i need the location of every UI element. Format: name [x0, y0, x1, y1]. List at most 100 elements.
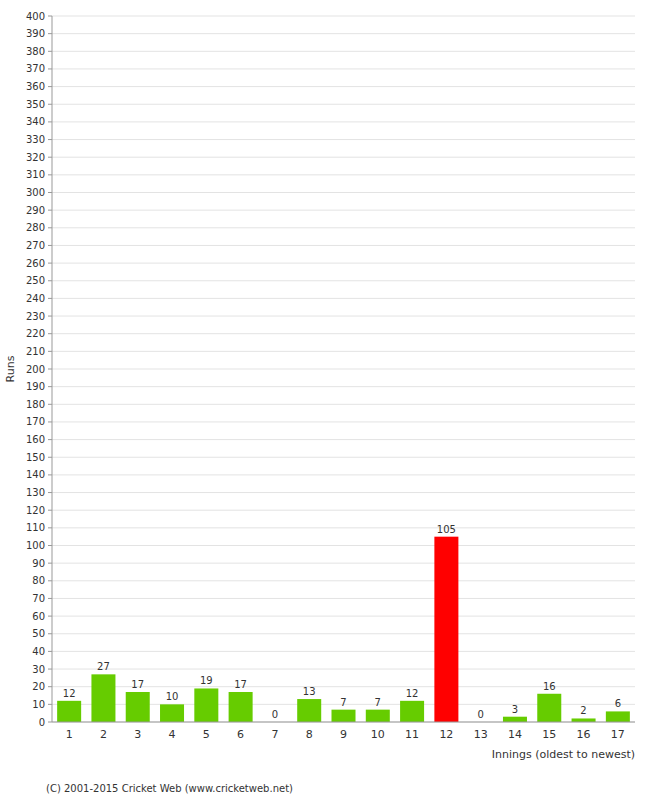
y-tick [48, 722, 52, 723]
x-tick-label: 12 [439, 728, 453, 741]
footer: (C) 2001-2015 Cricket Web (www.cricketwe… [46, 783, 293, 794]
grid-line [52, 298, 635, 299]
grid-line [52, 68, 635, 69]
x-axis-title: Innings (oldest to newest) [492, 748, 635, 761]
x-tick-label: 13 [474, 728, 488, 741]
y-tick-label: 270 [26, 240, 45, 251]
x-tick-label: 15 [542, 728, 556, 741]
grid-line [52, 563, 635, 564]
y-tick [48, 492, 52, 493]
x-tick-label: 3 [134, 728, 141, 741]
bar [57, 701, 81, 722]
y-tick [48, 263, 52, 264]
grid-line [52, 492, 635, 493]
y-tick-label: 340 [26, 116, 45, 127]
y-tick [48, 333, 52, 334]
y-tick-label: 370 [26, 63, 45, 74]
y-tick-label: 230 [26, 311, 45, 322]
bar [126, 692, 150, 722]
y-tick [48, 527, 52, 528]
y-tick [48, 457, 52, 458]
y-tick-label: 190 [26, 381, 45, 392]
grid-line [52, 104, 635, 105]
grid-line [52, 245, 635, 246]
x-tick-label: 17 [611, 728, 625, 741]
y-tick [48, 439, 52, 440]
x-tick-label: 9 [340, 728, 347, 741]
y-tick-label: 210 [26, 346, 45, 357]
grid-line [52, 86, 635, 87]
y-tick-label: 120 [26, 505, 45, 516]
y-tick-label: 50 [32, 628, 45, 639]
y-tick-label: 70 [32, 593, 45, 604]
data-label: 6 [615, 698, 621, 709]
y-tick [48, 386, 52, 387]
y-tick-label: 90 [32, 558, 45, 569]
y-tick-label: 110 [26, 522, 45, 533]
y-tick [48, 474, 52, 475]
data-label: 2 [580, 705, 586, 716]
grid-line [52, 669, 635, 670]
bar [606, 711, 630, 722]
y-tick [48, 245, 52, 246]
grid-line [52, 174, 635, 175]
grid-line [52, 404, 635, 405]
y-tick [48, 545, 52, 546]
y-tick-label: 380 [26, 46, 45, 57]
grid-line [52, 157, 635, 158]
y-axis: 0102030405060708090100110120130140150160… [26, 11, 52, 728]
y-tick [48, 280, 52, 281]
y-tick-label: 100 [26, 540, 45, 551]
y-tick [48, 104, 52, 105]
grid-line [52, 33, 635, 34]
data-label: 17 [131, 679, 144, 690]
bars [57, 537, 630, 722]
y-tick-label: 80 [32, 575, 45, 586]
y-axis-title: Runs [4, 355, 17, 382]
y-tick-label: 220 [26, 328, 45, 339]
data-label: 12 [63, 688, 76, 699]
bar [537, 694, 561, 722]
grid-line [52, 421, 635, 422]
chart: 0102030405060708090100110120130140150160… [0, 0, 650, 800]
y-tick [48, 404, 52, 405]
bar [297, 699, 321, 722]
y-tick-label: 140 [26, 469, 45, 480]
x-tick-label: 2 [100, 728, 107, 741]
y-tick [48, 86, 52, 87]
y-tick [48, 669, 52, 670]
bar [91, 674, 115, 722]
y-tick [48, 686, 52, 687]
y-tick [48, 16, 52, 17]
y-tick-label: 200 [26, 364, 45, 375]
grid-line [52, 510, 635, 511]
grid-line [52, 527, 635, 528]
bar [229, 692, 253, 722]
y-tick-label: 30 [32, 664, 45, 675]
y-tick-label: 350 [26, 99, 45, 110]
y-tick [48, 563, 52, 564]
bar [194, 688, 218, 722]
grid-line [52, 633, 635, 634]
y-tick [48, 421, 52, 422]
y-tick [48, 157, 52, 158]
grid-line [52, 722, 635, 723]
y-tick-label: 180 [26, 399, 45, 410]
bar [572, 718, 596, 722]
bar [503, 717, 527, 722]
grid-line [52, 16, 635, 17]
y-tick-label: 260 [26, 258, 45, 269]
y-tick-label: 0 [39, 717, 45, 728]
grid-line [52, 263, 635, 264]
y-tick-label: 360 [26, 81, 45, 92]
y-tick [48, 174, 52, 175]
grid-line [52, 545, 635, 546]
y-tick-label: 10 [32, 699, 45, 710]
y-tick-label: 300 [26, 187, 45, 198]
x-tick-label: 5 [203, 728, 210, 741]
bar [400, 701, 424, 722]
x-tick-label: 10 [371, 728, 385, 741]
y-tick-label: 240 [26, 293, 45, 304]
data-label: 27 [97, 661, 110, 672]
y-tick-label: 280 [26, 222, 45, 233]
